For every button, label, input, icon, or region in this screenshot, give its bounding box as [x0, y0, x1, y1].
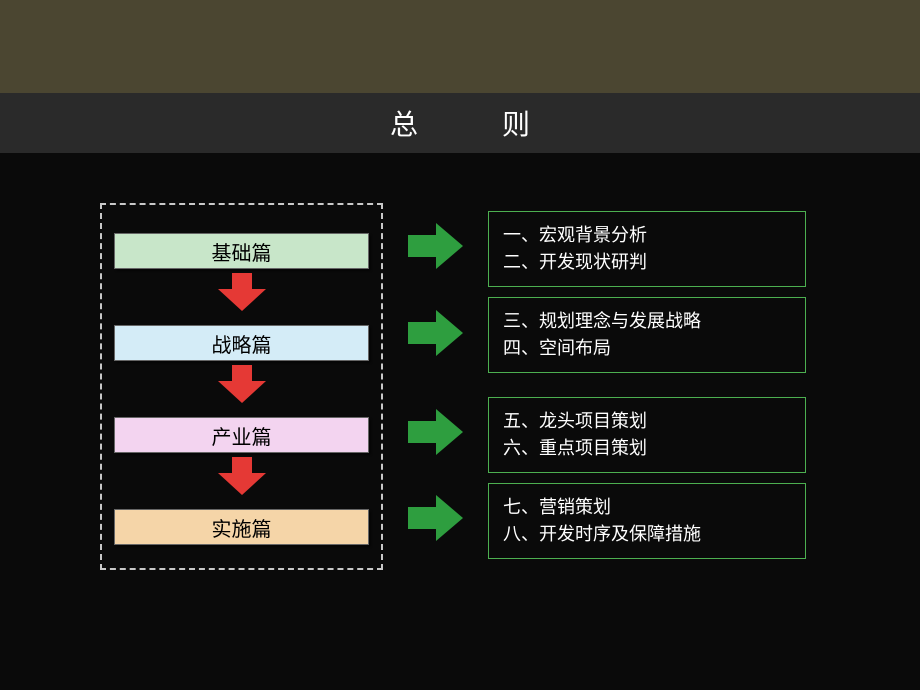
detail-line: 一、宏观背景分析: [503, 222, 791, 249]
right-arrow-icon: [408, 223, 463, 269]
title-band: 总 则: [0, 93, 920, 153]
down-arrow-icon: [218, 457, 266, 495]
right-arrow-icon: [408, 409, 463, 455]
detail-line: 六、重点项目策划: [503, 435, 791, 462]
chapter-box-2: 产业篇: [114, 417, 369, 453]
detail-box-1: 三、规划理念与发展战略四、空间布局: [488, 297, 806, 373]
detail-line: 四、空间布局: [503, 335, 791, 362]
down-arrow-icon: [218, 365, 266, 403]
chapter-box-0: 基础篇: [114, 233, 369, 269]
title-left: 总: [390, 103, 418, 143]
detail-line: 三、规划理念与发展战略: [503, 308, 791, 335]
chapter-box-1: 战略篇: [114, 325, 369, 361]
detail-box-2: 五、龙头项目策划六、重点项目策划: [488, 397, 806, 473]
right-arrow-icon: [408, 495, 463, 541]
detail-box-3: 七、营销策划八、开发时序及保障措施: [488, 483, 806, 559]
detail-line: 二、开发现状研判: [503, 249, 791, 276]
title-right: 则: [502, 103, 530, 143]
title-spacer: [418, 103, 502, 143]
diagram-content: 基础篇战略篇产业篇实施篇一、宏观背景分析二、开发现状研判三、规划理念与发展战略四…: [0, 153, 920, 690]
down-arrow-icon: [218, 273, 266, 311]
right-arrow-icon: [408, 310, 463, 356]
chapter-box-3: 实施篇: [114, 509, 369, 545]
detail-line: 五、龙头项目策划: [503, 408, 791, 435]
detail-box-0: 一、宏观背景分析二、开发现状研判: [488, 211, 806, 287]
detail-line: 八、开发时序及保障措施: [503, 521, 791, 548]
detail-line: 七、营销策划: [503, 494, 791, 521]
top-band: [0, 0, 920, 93]
